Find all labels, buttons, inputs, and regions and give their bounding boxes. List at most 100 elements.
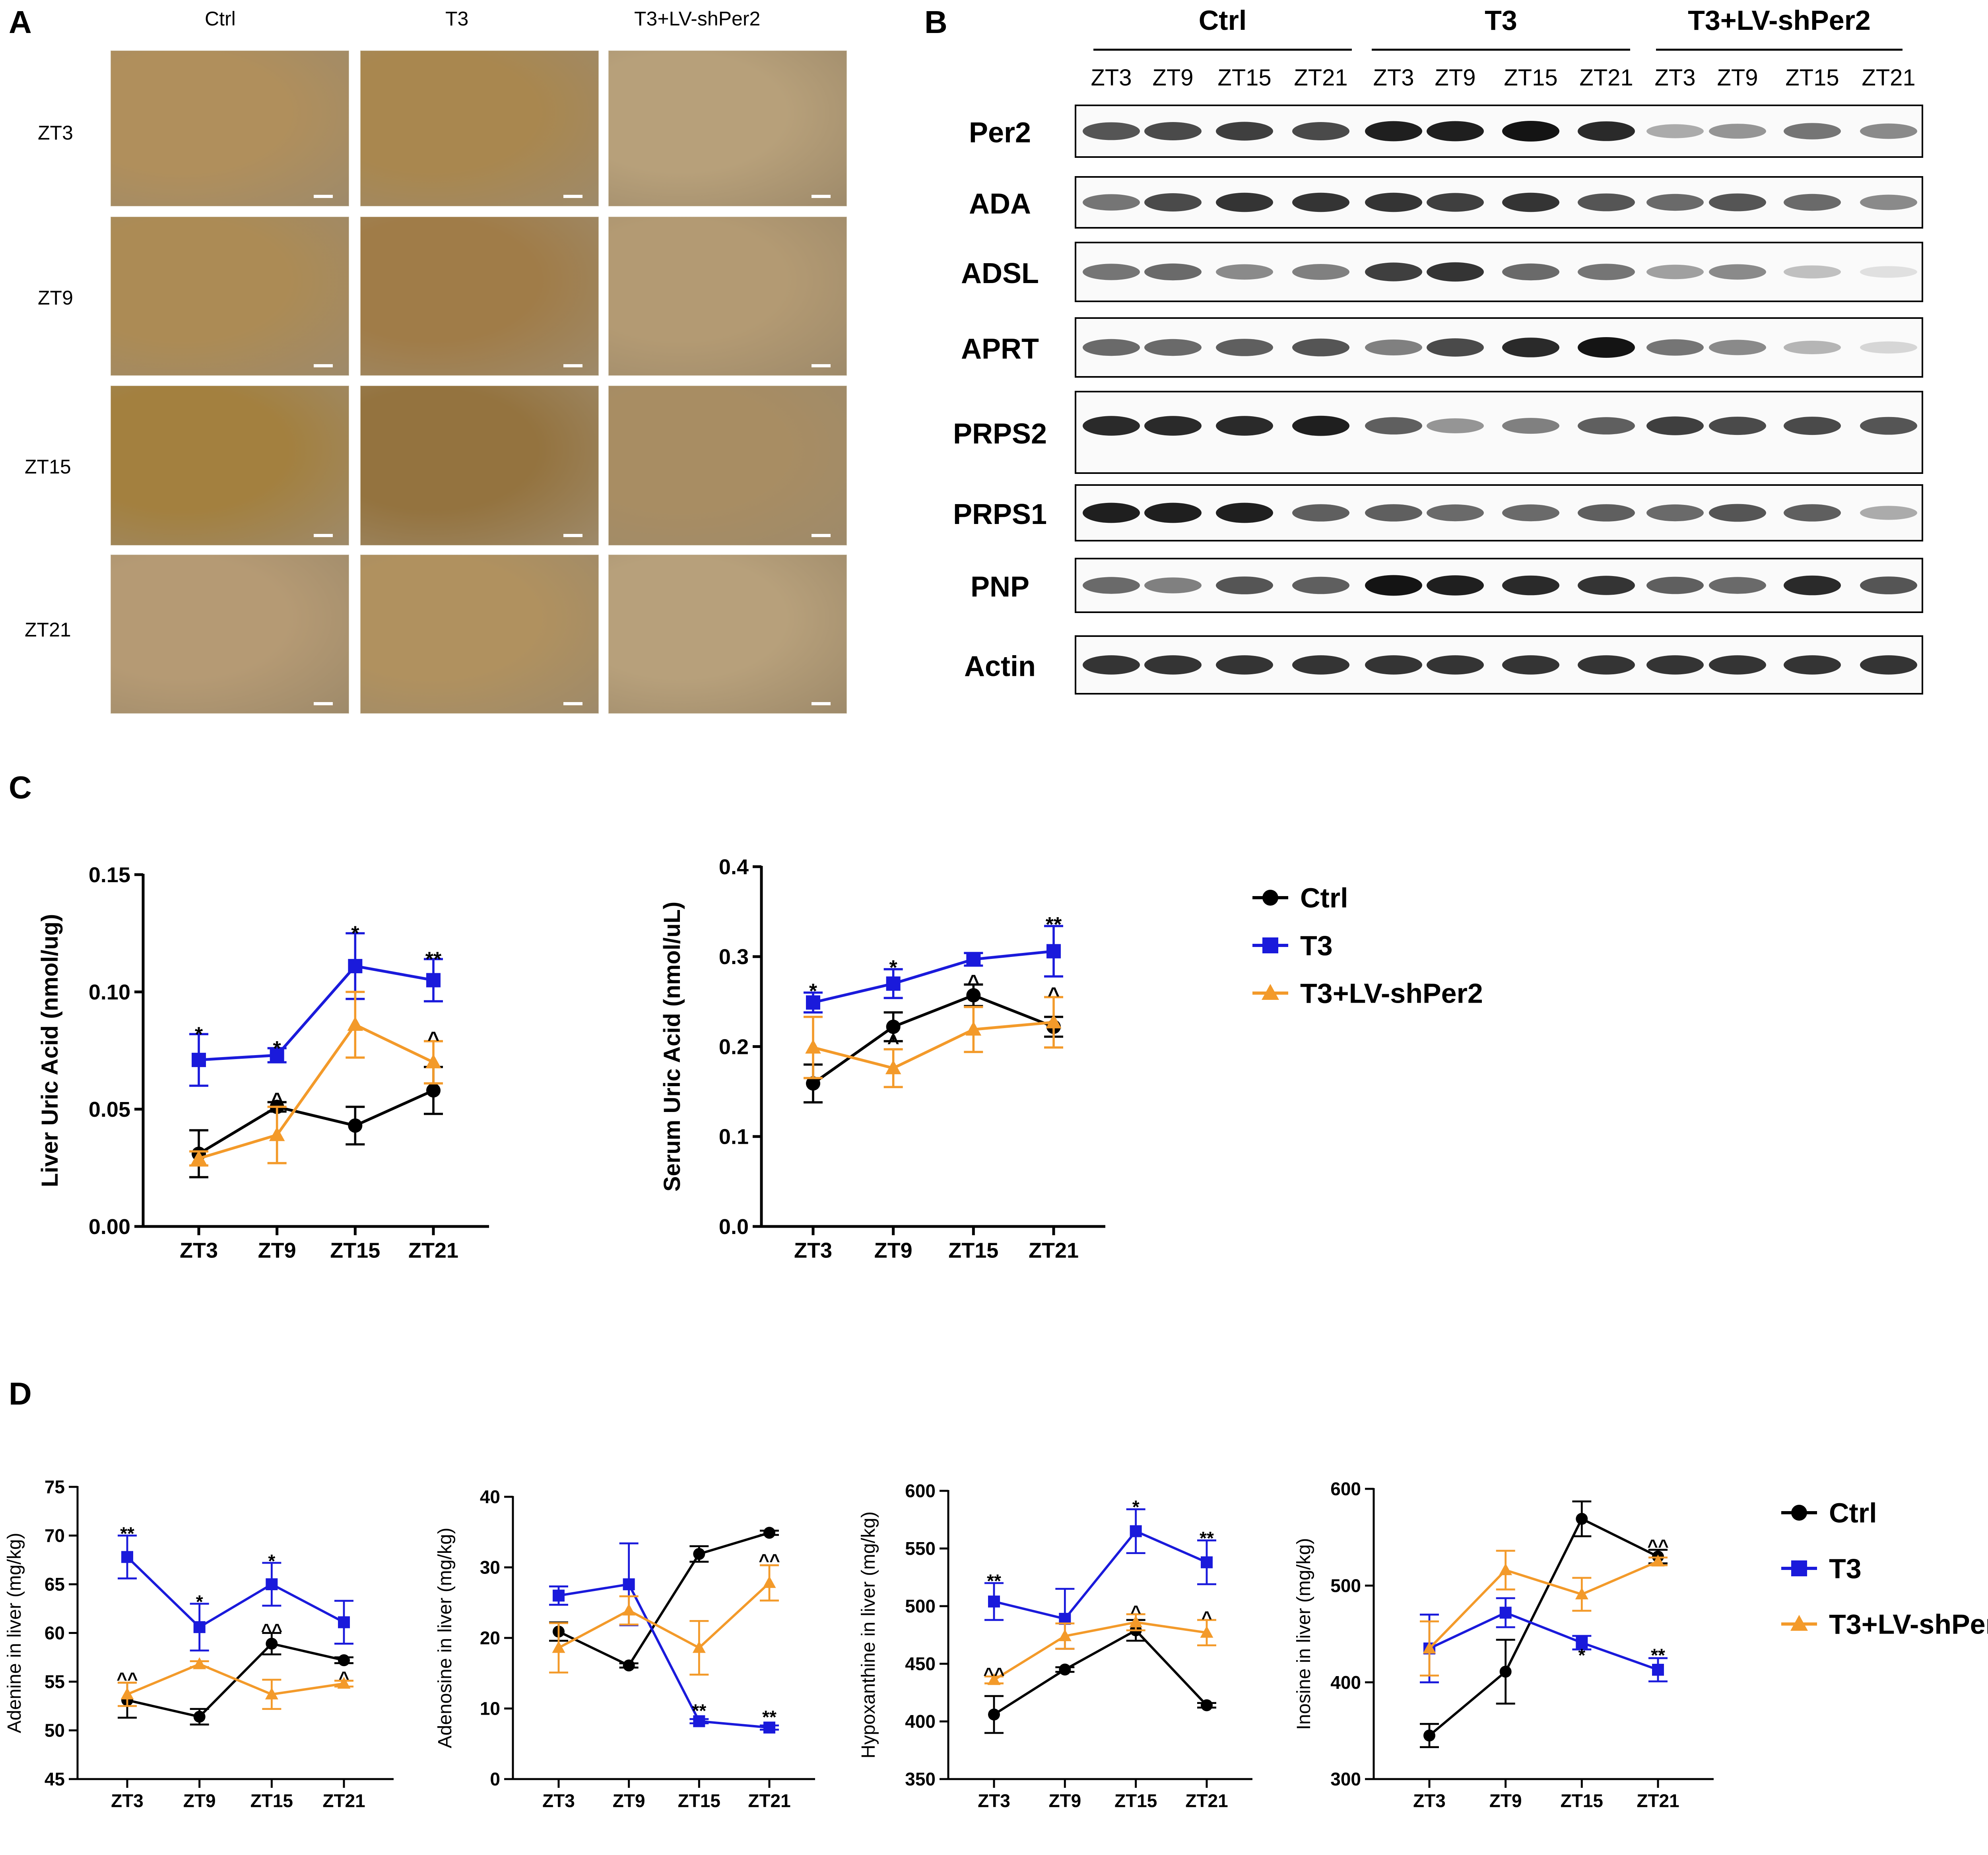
scale-bar	[563, 195, 582, 198]
y-tick-label: 0	[490, 1769, 500, 1789]
significance-mark: *	[1132, 1497, 1140, 1517]
wb-band	[1144, 577, 1202, 594]
ihc-image-ctrl-zt21	[111, 555, 349, 714]
significance-mark: *	[1578, 1645, 1585, 1666]
wb-band	[1646, 504, 1704, 522]
significance-mark: ^	[271, 1089, 283, 1112]
wb-band	[1292, 338, 1349, 357]
panel-label-c: C	[9, 770, 32, 805]
wb-band	[1144, 193, 1202, 212]
x-tick-label: ZT3	[794, 1239, 832, 1263]
point-ctrl	[193, 1711, 206, 1723]
wb-lane-label: ZT15	[1217, 65, 1271, 91]
significance-mark: ^^	[261, 1620, 282, 1640]
wb-band	[1502, 504, 1559, 522]
wb-band	[1502, 655, 1559, 675]
significance-mark: ^^	[1647, 1536, 1669, 1556]
wb-protein-label: PNP	[971, 571, 1029, 603]
point-ctrl	[1499, 1665, 1512, 1678]
point-t3-lv-shper2	[1790, 1615, 1808, 1631]
wb-protein-label: PRPS2	[953, 418, 1047, 450]
y-tick-label: 10	[480, 1698, 500, 1719]
y-tick-label: 300	[1330, 1769, 1361, 1789]
x-tick-label: ZT9	[613, 1790, 645, 1811]
point-t3-lv-shper2	[1423, 1642, 1436, 1654]
series-line-t3-lv-shper2	[558, 1582, 771, 1649]
point-t3	[1576, 1636, 1588, 1649]
point-t3	[192, 1053, 206, 1067]
wb-band	[1784, 504, 1841, 522]
wb-group-label: T3	[1485, 5, 1517, 36]
y-tick-label: 600	[1330, 1479, 1361, 1499]
point-ctrl	[1791, 1505, 1807, 1521]
y-tick-label: 400	[905, 1711, 936, 1732]
wb-protein-label: ADSL	[961, 258, 1039, 289]
wb-band	[1646, 576, 1704, 594]
series-line-t3	[558, 1583, 770, 1729]
wb-band	[1216, 192, 1273, 212]
wb-band	[1144, 122, 1202, 140]
ihc-row-zt15: ZT15	[25, 456, 71, 478]
point-t3	[1046, 944, 1061, 959]
wb-band	[1427, 121, 1484, 142]
scale-bar	[563, 702, 582, 705]
significance-mark: ^	[1202, 1607, 1212, 1628]
point-t3-lv-shper2	[193, 1657, 206, 1669]
wb-band	[1578, 417, 1635, 435]
wb-band	[1216, 416, 1273, 436]
wb-band	[1427, 338, 1484, 357]
scale-bar	[812, 364, 831, 367]
chart-inosine: 300 400 500 600 ZT3 ZT9 ZT15 ZT21 Inosine in liv…	[1293, 1479, 1714, 1811]
x-tick-label: ZT9	[183, 1790, 216, 1811]
point-t3-lv-shper2	[805, 1039, 821, 1054]
wb-band	[1502, 192, 1559, 212]
chart-adenosine: 0 10 20 30 40 ZT3 ZT9 ZT15 ZT21 Adenosine in live…	[435, 1486, 815, 1811]
y-tick-label: 0.3	[719, 945, 749, 969]
wb-band	[1083, 122, 1140, 140]
y-axis-label: Hypoxanthine in liver (mg/kg)	[858, 1512, 879, 1759]
point-t3-lv-shper2	[622, 1603, 636, 1616]
x-tick-label: ZT9	[1048, 1790, 1081, 1811]
wb-band	[1502, 575, 1559, 596]
significance-mark: ^	[967, 971, 979, 994]
wb-band	[1646, 264, 1704, 279]
significance-mark: ^	[1048, 983, 1060, 1006]
wb-band	[1860, 266, 1917, 278]
y-tick-label: 75	[45, 1477, 65, 1497]
point-t3-lv-shper2	[552, 1641, 565, 1653]
legend-label: Ctrl	[1300, 883, 1348, 914]
wb-band	[1784, 123, 1841, 140]
wb-band	[1216, 122, 1273, 141]
significance-mark: *	[195, 1023, 203, 1046]
wb-band	[1083, 503, 1140, 523]
wb-protein-label: ADA	[969, 188, 1031, 220]
wb-protein-label: Actin	[964, 651, 1036, 683]
scale-bar	[314, 195, 333, 198]
significance-mark: **	[692, 1700, 706, 1721]
wb-band	[1860, 655, 1917, 675]
wb-lane-label: ZT15	[1785, 65, 1839, 91]
y-tick-label: 0.15	[89, 863, 130, 887]
wb-band	[1578, 576, 1635, 595]
wb-band	[1144, 655, 1202, 675]
series-line-ctrl	[993, 1629, 1208, 1716]
significance-mark: **	[425, 948, 442, 971]
point-t3-lv-shper2	[1200, 1626, 1213, 1638]
significance-mark: ^	[1130, 1602, 1141, 1622]
ihc-image-ctrl-zt15	[111, 386, 349, 545]
significance-mark: ^^	[983, 1664, 1005, 1684]
y-tick-label: 45	[45, 1769, 65, 1789]
panel-b-western-blot: Ctrl T3 T3+LV-shPer2 ZT3 ZT9 ZT15 ZT21 ZT3 ZT9 ZT…	[953, 5, 1923, 695]
x-tick-label: ZT9	[1489, 1790, 1522, 1811]
point-t3-lv-shper2	[1499, 1563, 1512, 1576]
point-ctrl	[966, 988, 981, 1003]
wb-band	[1709, 417, 1766, 435]
ihc-row-zt9: ZT9	[38, 287, 73, 309]
point-t3	[1791, 1560, 1807, 1576]
wb-lane-label: ZT3	[1091, 65, 1132, 91]
point-t3	[693, 1715, 705, 1727]
significance-mark: ^	[887, 1031, 899, 1054]
wb-band	[1784, 575, 1841, 596]
series-line-t3	[126, 1556, 345, 1629]
point-ctrl	[988, 1708, 1000, 1721]
